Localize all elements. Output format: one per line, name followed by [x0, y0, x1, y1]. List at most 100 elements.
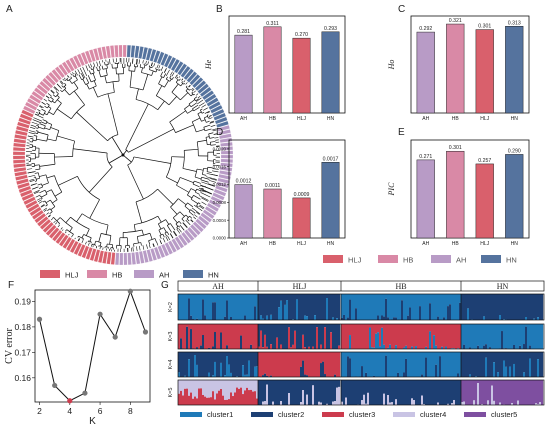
tree-branch — [163, 73, 167, 78]
admix-bar-segment — [316, 380, 319, 405]
admix-bar-segment — [266, 375, 269, 377]
tree-branch — [205, 136, 210, 138]
tree-branch — [44, 105, 48, 109]
admix-bar-segment — [343, 352, 346, 377]
admix-bar-segment — [274, 380, 277, 405]
tree-branch — [178, 225, 181, 228]
tree-branch — [168, 96, 177, 106]
tree-leaf-branch — [205, 176, 217, 180]
admix-bar-segment — [226, 324, 229, 346]
admix-bar-segment — [214, 302, 217, 320]
admix-bar-segment — [292, 380, 295, 405]
tree-leaf-branch — [74, 237, 76, 240]
admix-bar-segment — [357, 324, 360, 349]
admix-bar-segment — [429, 331, 432, 349]
admix-bar-segment — [477, 352, 480, 377]
tree-branch — [169, 75, 172, 79]
admix-bar-segment — [365, 380, 368, 404]
tree-arc — [43, 111, 46, 116]
admix-bar-segment — [186, 352, 189, 377]
admix-bar-segment — [268, 380, 271, 405]
tree-leaf-branch — [43, 98, 48, 102]
admix-bar-segment — [395, 380, 398, 400]
ring-segment — [202, 90, 215, 101]
admix-bar-segment — [479, 324, 482, 349]
tree-branch — [189, 215, 193, 219]
admix-bar-segment — [531, 294, 534, 320]
admix-bar-segment — [230, 380, 233, 393]
tree-branch — [104, 61, 106, 66]
admix-bar-segment — [306, 352, 309, 376]
tree-branch — [155, 85, 163, 96]
admix-bar-segment — [280, 294, 283, 301]
ring-segment — [101, 46, 108, 60]
admix-bar-segment — [204, 380, 207, 397]
admix-bar-segment — [529, 345, 532, 349]
ring-segment — [138, 46, 144, 59]
ring-segment — [34, 213, 47, 224]
tree-branch — [139, 64, 142, 68]
admix-bar-segment — [527, 380, 530, 405]
ring-segment — [48, 71, 59, 84]
ring-segment — [197, 83, 210, 94]
tree-branch — [157, 188, 174, 205]
ring-segment — [174, 61, 184, 74]
tree-leaf-branch — [72, 72, 74, 75]
admix-bar-segment — [441, 346, 444, 349]
admix-bar-segment — [184, 294, 187, 320]
admix-bar-segment — [270, 380, 273, 405]
tree-leaf-branch — [207, 183, 215, 187]
tree-branch — [35, 168, 41, 171]
admix-bar-segment — [264, 324, 267, 335]
ring-segment — [180, 65, 191, 78]
admix-bar-segment — [457, 352, 460, 374]
tree-arc — [200, 109, 203, 114]
admix-bar-segment — [373, 352, 376, 376]
ring-segment — [13, 167, 27, 173]
admix-bar-segment — [483, 380, 486, 405]
ring-segment — [109, 45, 115, 58]
admix-bar-segment — [230, 294, 233, 317]
admix-bar-segment — [413, 352, 416, 377]
admix-bar-segment — [457, 324, 460, 349]
admix-bar-segment — [300, 402, 303, 405]
admix-bar-segment — [491, 380, 494, 386]
tree-arc — [72, 140, 76, 157]
admix-bar-segment — [268, 294, 271, 320]
tree-leaf-branch — [183, 80, 186, 83]
admix-bar-segment — [196, 398, 199, 405]
admix-bar-segment — [300, 294, 303, 320]
admix-bar-segment — [433, 294, 436, 320]
admix-bar-segment — [347, 352, 350, 357]
ring-segment — [163, 54, 173, 68]
admix-bar-segment — [242, 352, 245, 366]
ring-segment — [14, 170, 28, 177]
tree-leaf-branch — [32, 186, 39, 190]
tree-branch — [73, 82, 79, 89]
admix-bar-segment — [453, 380, 456, 400]
admix-bar-segment — [214, 361, 217, 377]
admix-bar-segment — [355, 294, 358, 309]
admix-bar-segment — [385, 355, 388, 377]
admix-bar-segment — [385, 324, 388, 349]
admix-bar-segment — [276, 352, 279, 377]
admix-bar-segment — [429, 380, 432, 405]
admix-bar-segment — [254, 294, 257, 307]
tree-branch — [133, 224, 136, 232]
admix-bar-segment — [461, 380, 464, 403]
admix-bar-segment — [184, 375, 187, 377]
admix-bar-segment — [268, 352, 271, 377]
admix-bar-segment — [208, 380, 211, 398]
tree-leaf-branch — [41, 204, 45, 208]
admix-bar-segment — [397, 380, 400, 405]
ring-segment — [81, 245, 90, 259]
tree-leaf-branch — [95, 246, 97, 249]
tree-leaf-branch — [153, 63, 156, 67]
legend-label-hb: HB — [112, 271, 122, 280]
admix-bar-segment — [182, 324, 185, 349]
ring-segment — [105, 45, 111, 59]
admix-bar-segment — [463, 380, 466, 402]
tree-arc — [102, 67, 108, 70]
admix-bar-segment — [443, 380, 446, 405]
admix-bar-segment — [365, 294, 368, 320]
